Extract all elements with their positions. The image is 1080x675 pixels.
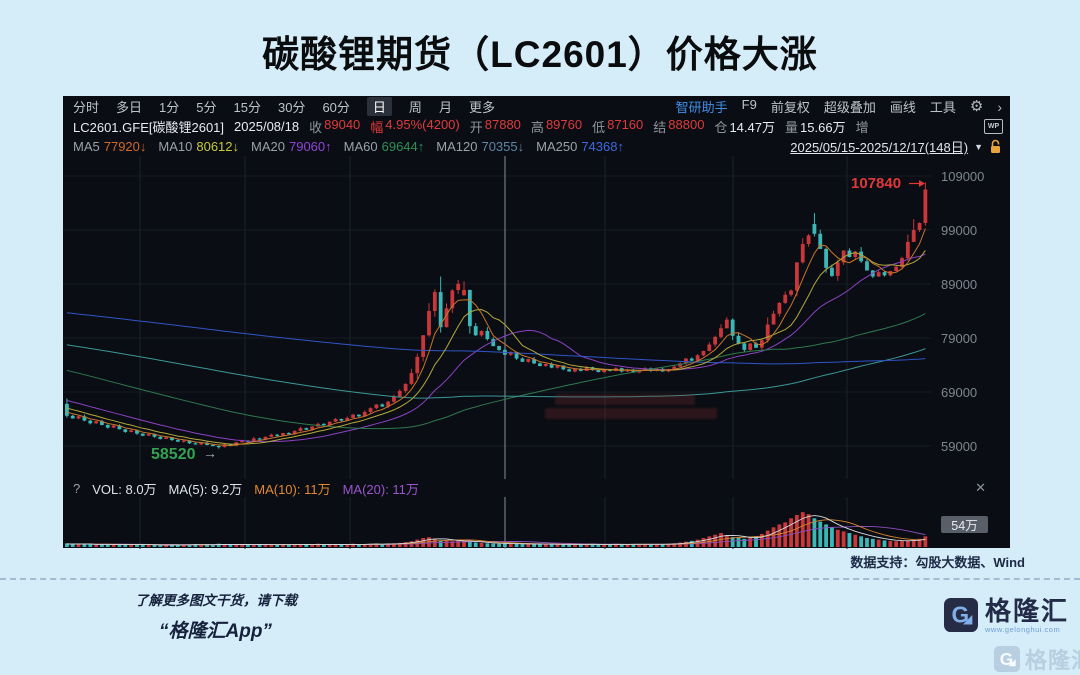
app-name: “格隆汇App” [159,621,272,642]
ai-assistant-button[interactable]: 智研助手 [675,100,728,115]
period-tab-60分[interactable]: 60分 [322,100,350,115]
price-axis-label: 89000 [941,277,977,292]
quote-fields: 收 89040 幅 4.95%(4200) 开 87880 高 89760 低 87160 结 888… [309,117,870,136]
vol-value: VOL: 8.0万 [92,481,157,497]
svg-text:G: G [952,602,970,628]
data-credit: 数据支持：勾股大数据、Wind [850,555,1025,570]
period-tab-多日[interactable]: 多日 [116,100,143,115]
gelonghui-logo: G 格隆汇 www.gelonghui.com [944,598,1069,634]
toolbar-button-超级叠加[interactable]: 超级叠加 [823,100,876,115]
gear-icon[interactable]: ⚙ [969,98,984,115]
candlestick-chart-svg[interactable]: 109000 99000 89000 79000 69000 59000 58520 → 107… [63,156,1010,479]
ma-legend-row: MA5 77920↓ MA10 80612↓ MA20 79060↑ MA60 69644↑ M… [63,137,1010,156]
period-tab-5分[interactable]: 5分 [196,100,217,115]
volume-axis-label: 54万 [941,516,988,533]
price-axis-label: 109000 [941,169,984,184]
price-chart[interactable]: 109000 99000 89000 79000 69000 59000 58520 → 107… [63,156,1010,479]
help-icon[interactable]: ? [73,480,81,496]
quote-field: 收 89040 [309,117,361,135]
ma-legend: MA5 77920↓ MA10 80612↓ MA20 79060↑ MA60 69644↑ M… [73,139,624,154]
toolbar-button-工具[interactable]: 工具 [929,100,956,115]
period-toolbar: 分时 多日 1分 5分 15分 30分 60分 日 周 月 更多 智研助手 F9 前复权 超级叠加 画线工… [63,96,1010,116]
quote-field: 增 [855,120,869,135]
corner-watermark-text: 格隆汇 [1024,648,1080,673]
volume-chart-svg[interactable] [63,497,1010,549]
toolbar-button-F9[interactable]: F9 [741,97,757,112]
quote-field: 结 88800 [653,117,705,135]
chart-watermark [555,394,695,405]
toolbar-tools: F9 前复权 超级叠加 画线 工具 [742,97,956,116]
caret-down-icon[interactable]: ▼ [974,141,983,152]
ma10-line [66,250,926,445]
low-arrow-icon: → [203,445,217,461]
period-tab-分时[interactable]: 分时 [73,100,100,115]
price-axis-label: 69000 [941,385,977,400]
ma250-line [66,312,926,365]
wp-window-icon[interactable]: WP [984,119,1003,134]
ma20-line [66,253,926,443]
page-title: 碳酸锂期货（LC2601）价格大涨 [262,34,818,75]
low-price-annotation: 58520 [151,446,196,463]
ma-legend-MA20: MA20 79060↑ [251,139,332,154]
brand-name: 格隆汇 [985,596,1070,626]
quote-field: 开 87880 [469,117,521,135]
period-tab-日[interactable]: 日 [366,97,392,116]
toolbar-button-前复权[interactable]: 前复权 [770,100,810,115]
brand-url: www.gelonghui.com [985,625,1061,634]
ma-legend-MA250: MA250 74368↑ [536,139,624,154]
quote-date: 2025/08/18 [234,119,300,134]
date-range-text[interactable]: 2025/05/15-2025/12/17(148日) [790,140,969,155]
price-axis-label: 99000 [941,223,977,238]
corner-watermark: G 格隆汇 [993,643,1080,675]
unlock-icon[interactable] [989,139,1002,154]
promo-block: 了解更多图文干货，请下载 “格隆汇App” [135,589,297,643]
ma120-line [66,344,926,399]
volume-ma5-line [66,515,926,546]
period-tab-更多[interactable]: 更多 [468,100,495,115]
period-tab-周[interactable]: 周 [408,100,422,115]
period-tab-月[interactable]: 月 [438,100,452,115]
period-tab-1分[interactable]: 1分 [159,100,180,115]
quote-field: 量 15.66万 [785,120,846,135]
dashed-separator [0,578,1080,580]
volume-legend-row: ? VOL: 8.0万 MA(5): 9.2万 MA(10): 11万 MA(2… [63,479,1010,497]
vol-ma20-value: MA(20): 11万 [342,481,419,497]
quote-field: 幅 4.95%(4200) [370,117,460,135]
price-axis-label: 59000 [941,439,977,454]
high-arrow-icon [919,180,925,187]
chevron-right-icon[interactable]: › [997,98,1002,115]
toolbar-button-画线[interactable]: 画线 [889,100,916,115]
ma-legend-MA10: MA10 80612↓ [158,139,240,154]
period-tabs: 分时 多日 1分 5分 15分 30分 60分 日 周 月 更多 [73,97,495,116]
period-tab-30分[interactable]: 30分 [277,100,306,115]
trading-panel: 分时 多日 1分 5分 15分 30分 60分 日 周 月 更多 智研助手 F9 前复权 超级叠加 画线工… [63,96,1010,549]
quote-field: 仓 14.47万 [714,120,775,135]
quote-field: 高 89760 [530,117,583,135]
corner-watermark-icon: G [993,646,1020,672]
gelonghui-logo-icon: G [944,598,978,632]
ma5-line [66,228,926,447]
ma-legend-MA60: MA60 69644↑ [343,139,425,154]
chart-watermark [545,408,717,419]
ma60-line [66,313,926,430]
vol-ma10-value: MA(10): 11万 [254,481,331,497]
contract-symbol: LC2601.GFE[碳酸锂2601] [73,120,225,135]
toolbar-right: 智研助手 F9 前复权 超级叠加 画线 工具 ⚙ › [676,97,1002,116]
ma-legend-MA5: MA5 77920↓ [73,139,147,154]
period-tab-15分[interactable]: 15分 [233,100,261,115]
quote-field: 低 87160 [592,117,644,135]
svg-text:G: G [1000,649,1013,669]
high-price-annotation: 107840 [851,175,901,192]
vol-ma5-value: MA(5): 9.2万 [168,481,243,497]
ma-legend-MA120: MA120 70355↓ [436,139,525,154]
quote-row: LC2601.GFE[碳酸锂2601] 2025/08/18 收 89040 幅 4.… [63,116,1010,137]
date-range-control[interactable]: 2025/05/15-2025/12/17(148日) ▼ [790,137,1002,156]
price-axis-label: 79000 [941,331,977,346]
close-icon[interactable]: ✕ [975,480,986,495]
promo-text: 了解更多图文干货，请下载 [135,593,297,608]
